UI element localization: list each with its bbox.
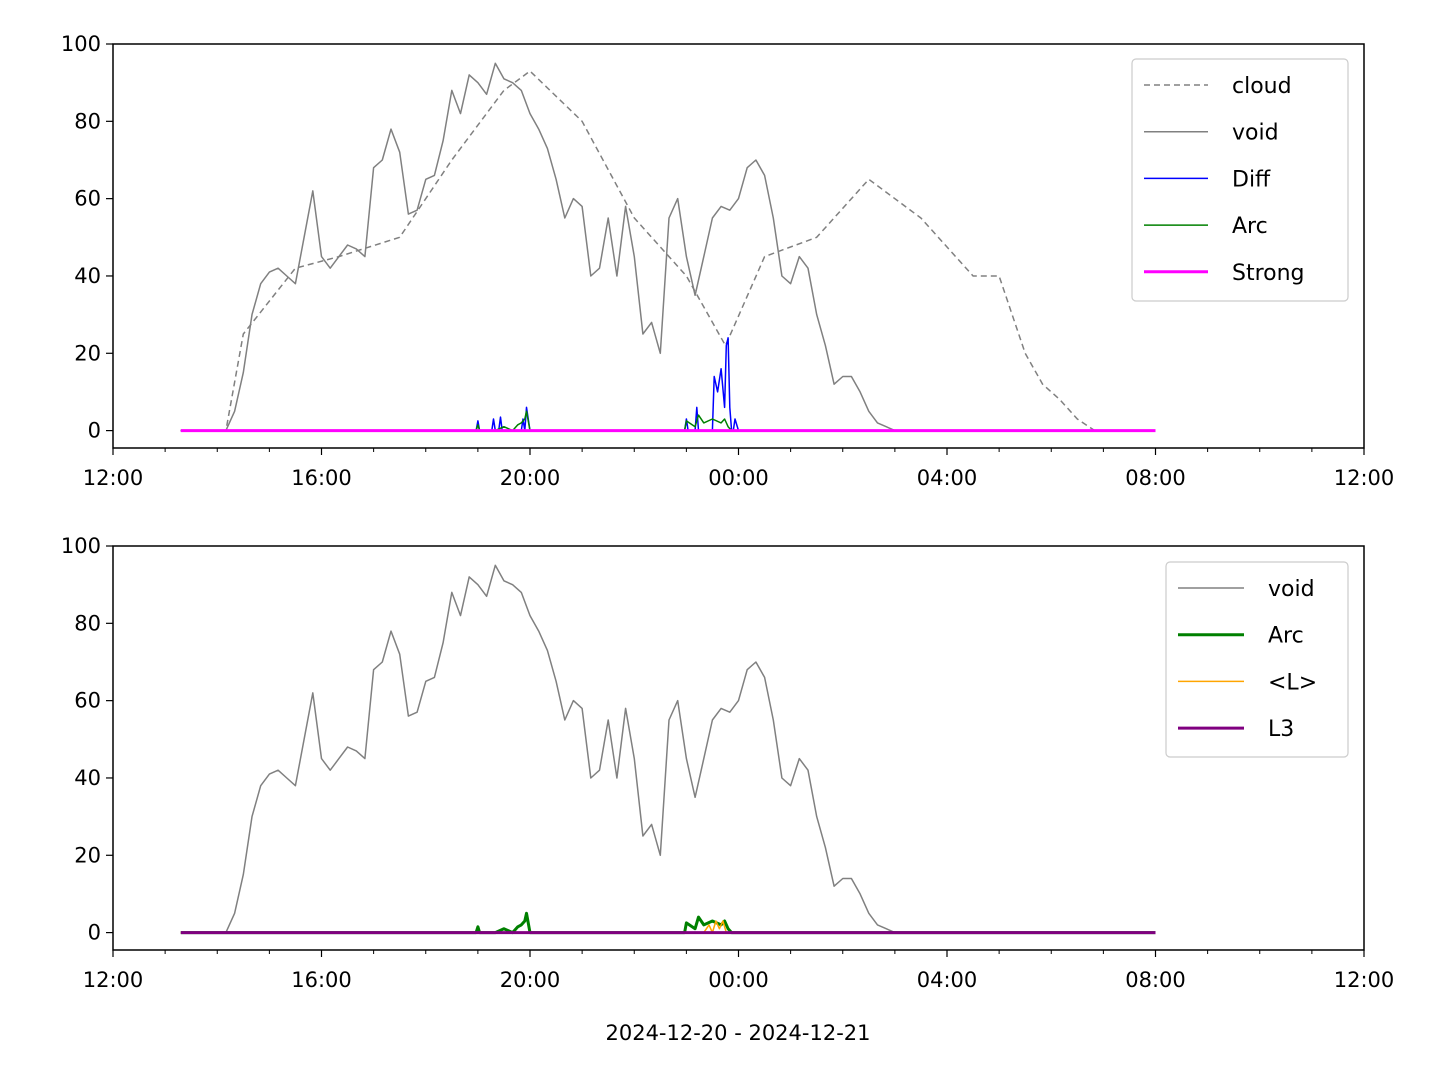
series-line-void-1 (180, 62, 1156, 432)
legend-box (1165, 561, 1349, 758)
x-tick-label: 20:00 (500, 466, 561, 490)
x-tick-label: 16:00 (291, 466, 352, 490)
x-tick-label: 00:00 (708, 466, 769, 490)
legend-label: void (1268, 577, 1315, 602)
legend-label: cloud (1232, 74, 1292, 99)
series-line-cloud-0 (180, 70, 1156, 432)
series-line-diff-2 (180, 337, 1156, 432)
x-tick-label: 12:00 (83, 968, 144, 992)
y-tick-label: 20 (74, 843, 101, 867)
series-line-arc-3 (180, 410, 1156, 432)
y-tick-label: 80 (74, 109, 101, 133)
y-tick-label: 100 (61, 534, 101, 558)
legend: cloud void Diff Arc Strong (1131, 58, 1349, 302)
x-tick-label: 00:00 (708, 968, 769, 992)
x-tick-label: 12:00 (1334, 968, 1395, 992)
series-line-arc-1 (180, 911, 1156, 935)
legend-label: Arc (1268, 624, 1304, 649)
y-tick-label: 60 (74, 187, 101, 211)
x-axis-date-caption: 2024-12-20 - 2024-12-21 (605, 1021, 870, 1045)
y-tick-label: 40 (74, 264, 101, 288)
series-line-l-2 (180, 920, 1156, 934)
x-tick-label: 12:00 (1334, 466, 1395, 490)
y-tick-label: 60 (74, 689, 101, 713)
x-tick-label: 08:00 (1125, 968, 1186, 992)
legend-label: void (1232, 121, 1279, 146)
y-tick-label: 40 (74, 766, 101, 790)
legend: void Arc <L> L3 (1165, 561, 1349, 758)
y-tick-label: 20 (74, 341, 101, 365)
bottom-panel: 0 20 40 60 80 100 12:00 16:00 20:00 00:00 04:00 08:… (61, 534, 1394, 992)
x-tick-label: 08:00 (1125, 466, 1186, 490)
x-tick-label: 16:00 (291, 968, 352, 992)
legend-box (1131, 58, 1349, 302)
y-tick-label: 100 (61, 32, 101, 56)
legend-label: Strong (1232, 261, 1305, 286)
series-line-void-0 (180, 564, 1156, 934)
x-tick-label: 12:00 (83, 466, 144, 490)
legend-label: Diff (1232, 167, 1271, 192)
y-tick-label: 0 (88, 921, 101, 945)
legend-label: Arc (1232, 214, 1268, 239)
x-tick-label: 04:00 (917, 968, 978, 992)
y-tick-label: 0 (88, 419, 101, 443)
x-tick-label: 04:00 (917, 466, 978, 490)
x-tick-label: 20:00 (500, 968, 561, 992)
top-panel: 0 20 40 60 80 100 12:00 16:00 20:00 00:00 04:00 08:… (61, 32, 1394, 490)
legend-label: L3 (1268, 717, 1294, 742)
legend-label: <L> (1268, 670, 1317, 695)
y-tick-label: 80 (74, 611, 101, 635)
